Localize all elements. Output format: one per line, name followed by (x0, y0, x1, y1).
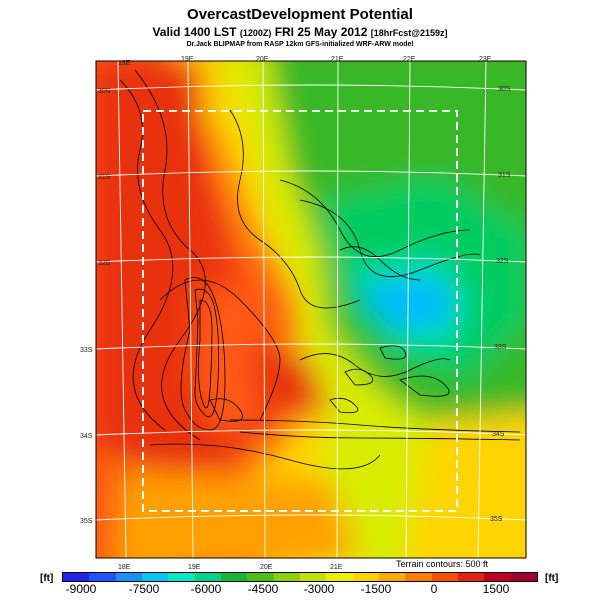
terrain-contour (229, 109, 361, 309)
colorbar-label: -7500 (128, 582, 160, 596)
meridian-23e (477, 61, 487, 558)
colorbar-label: 1500 (482, 582, 510, 596)
colorbar-swatch (326, 573, 353, 581)
colorbar-swatch (168, 573, 195, 581)
chart-title: OvercastDevelopment Potential (187, 6, 413, 23)
latitude-labels-left: 30S 31S 32S 33S 34S 35S (80, 88, 111, 525)
terrain-contour (299, 353, 451, 377)
meridian-22e (405, 61, 411, 558)
lat-label-left: 34S (80, 433, 93, 440)
map-frame (95, 60, 527, 559)
meridian-19e (187, 61, 194, 558)
terrain-contour (279, 179, 471, 258)
colorbar (62, 572, 538, 582)
inner-domain-box (142, 110, 458, 512)
colorbar-swatch (220, 573, 248, 581)
lon-label-top: 21E (331, 56, 344, 63)
lat-label-right: 32S (496, 258, 509, 265)
parallel-34s (96, 429, 526, 436)
valid-time: Valid 1400 LST (152, 25, 237, 39)
terrain-contour-note: Terrain contours: 500 ft (396, 559, 489, 569)
colorbar-label: -4500 (247, 582, 279, 596)
terrain-contour (379, 345, 407, 360)
terrain-contour (119, 79, 174, 431)
meridian-21e (336, 61, 339, 558)
meridian-20e (262, 61, 266, 558)
colorbar-swatch (89, 573, 116, 581)
lon-label-bottom: 18E (118, 564, 131, 571)
lat-label-right: 33S (494, 344, 507, 351)
terrain-contour (194, 288, 219, 418)
lat-label-left: 31S (98, 174, 111, 181)
latitude-labels-right: 30S 31S 32S 33S 34S 35S (490, 86, 511, 523)
colorbar-label: -6000 (190, 582, 222, 596)
colorbar-unit-left: [ft] (40, 573, 54, 584)
colorbar-swatch (63, 573, 90, 581)
parallel-32s (96, 256, 526, 263)
lat-label-right: 30S (498, 86, 511, 93)
colorbar-swatch (352, 573, 379, 581)
colorbar-label: -9000 (65, 582, 97, 596)
colorbar-label: -3000 (303, 582, 335, 596)
colorbar-swatch (299, 573, 327, 581)
lat-label-right: 35S (490, 516, 503, 523)
valid-date: FRI 25 May 2012 (274, 25, 368, 39)
lat-label-right: 31S (498, 172, 511, 179)
lat-label-left: 30S (98, 88, 111, 95)
colorbar-swatch (194, 573, 221, 581)
colorbar-swatch (141, 573, 169, 581)
lon-label-top: 18E (118, 60, 131, 67)
forecast-info: [18hrFcst@2159z] (370, 28, 448, 38)
colorbar-swatch (431, 573, 458, 581)
terrain-contour (198, 299, 213, 409)
lon-label-bottom: 20E (260, 564, 273, 571)
lon-label-top: 19E (181, 56, 194, 63)
colorbar-label: -1500 (360, 582, 392, 596)
chart-subtitle: Valid 1400 LST (1200Z) FRI 25 May 2012 [… (0, 25, 600, 39)
colorbar-label: 0 (430, 582, 438, 596)
field-east-yellow (407, 412, 526, 558)
lat-label-right: 34S (492, 431, 505, 438)
overcast-field (96, 61, 526, 558)
lat-label-left: 33S (80, 347, 93, 354)
meridian-18e (117, 61, 127, 558)
field-core-blue (360, 278, 455, 330)
lon-label-top: 20E (256, 56, 269, 63)
lon-label-top: 22E (403, 56, 416, 63)
graticule (96, 61, 526, 558)
terrain-contour (344, 368, 374, 386)
terrain-contour (209, 398, 243, 422)
colorbar-unit-right: [ft] (545, 573, 559, 584)
lon-label-top: 23E (479, 56, 492, 63)
colorbar-swatch (378, 573, 406, 581)
lat-label-left: 32S (98, 260, 111, 267)
colorbar-swatch (405, 573, 432, 581)
field-south-orange (112, 470, 360, 558)
terrain-contour (159, 279, 281, 421)
colorbar-swatch (273, 573, 300, 581)
model-credit: Dr.Jack BLIPMAP from RASP 12km GFS-initi… (186, 41, 414, 48)
colorbar-swatch (510, 573, 537, 581)
terrain-contour (149, 443, 381, 470)
colorbar-swatch (247, 573, 274, 581)
lon-label-bottom: 21E (330, 564, 343, 571)
parallel-35s (96, 514, 526, 521)
terrain-contour (399, 375, 450, 397)
longitude-labels-bottom: 18E 19E 20E 21E (118, 564, 343, 571)
parallel-31s (96, 170, 526, 177)
colorbar-swatch (115, 573, 142, 581)
lon-label-bottom: 19E (188, 564, 201, 571)
valid-time-utc: (1200Z) (239, 28, 272, 38)
parallel-30s (96, 84, 526, 91)
terrain-contour (329, 397, 359, 414)
lat-label-left: 35S (80, 518, 93, 525)
longitude-labels-top: 18E 19E 20E 21E 22E 23E (118, 56, 492, 67)
parallel-33s (96, 343, 526, 350)
terrain-contour (229, 419, 521, 433)
terrain-contour (239, 431, 521, 441)
colorbar-swatch (484, 573, 511, 581)
colorbar-swatch (457, 573, 485, 581)
